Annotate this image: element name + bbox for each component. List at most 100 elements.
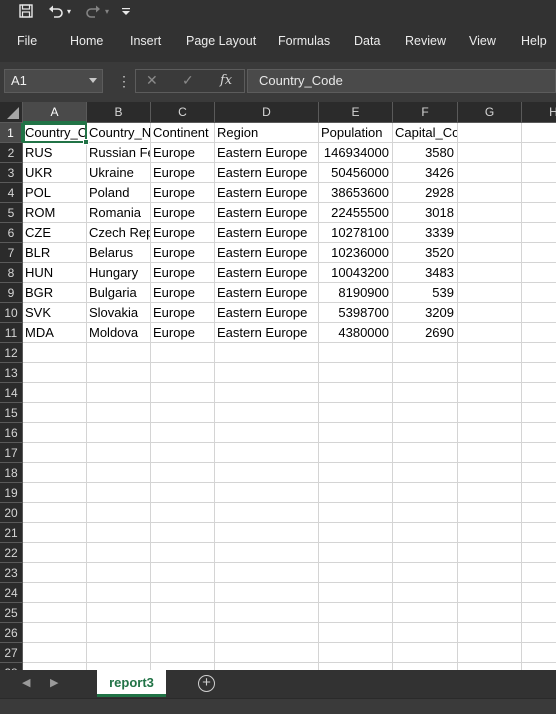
cell-d6[interactable]: Eastern Europe (215, 223, 319, 243)
cell-e21[interactable] (319, 523, 393, 543)
cell-e22[interactable] (319, 543, 393, 563)
row-header-13[interactable]: 13 (0, 363, 23, 383)
cell-g15[interactable] (458, 403, 522, 423)
cell-b23[interactable] (87, 563, 151, 583)
cell-h18[interactable] (522, 463, 556, 483)
cell-h26[interactable] (522, 623, 556, 643)
cell-b5[interactable]: Romania (87, 203, 151, 223)
row-header-9[interactable]: 9 (0, 283, 23, 303)
cell-c12[interactable] (151, 343, 215, 363)
cell-a13[interactable] (23, 363, 87, 383)
cell-c25[interactable] (151, 603, 215, 623)
cell-d7[interactable]: Eastern Europe (215, 243, 319, 263)
cell-f5[interactable]: 3018 (393, 203, 458, 223)
cell-h6[interactable] (522, 223, 556, 243)
cell-b18[interactable] (87, 463, 151, 483)
cell-d22[interactable] (215, 543, 319, 563)
cell-f28[interactable] (393, 663, 458, 670)
cell-f18[interactable] (393, 463, 458, 483)
row-header-11[interactable]: 11 (0, 323, 23, 343)
cell-g23[interactable] (458, 563, 522, 583)
row-header-2[interactable]: 2 (0, 143, 23, 163)
cell-b17[interactable] (87, 443, 151, 463)
cell-f12[interactable] (393, 343, 458, 363)
cell-d15[interactable] (215, 403, 319, 423)
cell-a4[interactable]: POL (23, 183, 87, 203)
cell-c26[interactable] (151, 623, 215, 643)
cell-a22[interactable] (23, 543, 87, 563)
cell-a12[interactable] (23, 343, 87, 363)
cell-h22[interactable] (522, 543, 556, 563)
cell-d1[interactable]: Region (215, 123, 319, 143)
cell-h15[interactable] (522, 403, 556, 423)
cell-g22[interactable] (458, 543, 522, 563)
cell-d9[interactable]: Eastern Europe (215, 283, 319, 303)
cell-g10[interactable] (458, 303, 522, 323)
cell-a20[interactable] (23, 503, 87, 523)
cell-c19[interactable] (151, 483, 215, 503)
cell-b27[interactable] (87, 643, 151, 663)
row-header-1[interactable]: 1 (0, 123, 23, 143)
cell-h2[interactable] (522, 143, 556, 163)
cell-a10[interactable]: SVK (23, 303, 87, 323)
cell-h21[interactable] (522, 523, 556, 543)
row-header-16[interactable]: 16 (0, 423, 23, 443)
cell-a28[interactable] (23, 663, 87, 670)
cell-c9[interactable]: Europe (151, 283, 215, 303)
cell-b25[interactable] (87, 603, 151, 623)
cell-d10[interactable]: Eastern Europe (215, 303, 319, 323)
cell-e26[interactable] (319, 623, 393, 643)
cell-d16[interactable] (215, 423, 319, 443)
row-header-4[interactable]: 4 (0, 183, 23, 203)
cell-g12[interactable] (458, 343, 522, 363)
column-header-e[interactable]: E (319, 102, 393, 123)
row-header-22[interactable]: 22 (0, 543, 23, 563)
row-header-28[interactable]: 28 (0, 663, 23, 670)
cell-g11[interactable] (458, 323, 522, 343)
cell-c17[interactable] (151, 443, 215, 463)
row-header-18[interactable]: 18 (0, 463, 23, 483)
cell-c27[interactable] (151, 643, 215, 663)
row-header-26[interactable]: 26 (0, 623, 23, 643)
cell-d24[interactable] (215, 583, 319, 603)
cell-d2[interactable]: Eastern Europe (215, 143, 319, 163)
cell-d13[interactable] (215, 363, 319, 383)
row-header-25[interactable]: 25 (0, 603, 23, 623)
cell-f26[interactable] (393, 623, 458, 643)
cell-g2[interactable] (458, 143, 522, 163)
cell-h25[interactable] (522, 603, 556, 623)
cell-g9[interactable] (458, 283, 522, 303)
cell-h7[interactable] (522, 243, 556, 263)
row-header-17[interactable]: 17 (0, 443, 23, 463)
cell-d20[interactable] (215, 503, 319, 523)
cell-a17[interactable] (23, 443, 87, 463)
tab-data[interactable]: Data (354, 34, 381, 48)
cell-g20[interactable] (458, 503, 522, 523)
cell-g17[interactable] (458, 443, 522, 463)
cell-g27[interactable] (458, 643, 522, 663)
cell-f17[interactable] (393, 443, 458, 463)
cell-d27[interactable] (215, 643, 319, 663)
insert-function-icon[interactable]: fx (220, 73, 233, 88)
cell-b26[interactable] (87, 623, 151, 643)
cell-e27[interactable] (319, 643, 393, 663)
cell-h8[interactable] (522, 263, 556, 283)
tab-file[interactable]: File (17, 34, 38, 48)
cell-e13[interactable] (319, 363, 393, 383)
cell-a14[interactable] (23, 383, 87, 403)
cell-h20[interactable] (522, 503, 556, 523)
cell-h28[interactable] (522, 663, 556, 670)
cell-d23[interactable] (215, 563, 319, 583)
cell-c6[interactable]: Europe (151, 223, 215, 243)
cell-f14[interactable] (393, 383, 458, 403)
row-header-21[interactable]: 21 (0, 523, 23, 543)
cell-b2[interactable]: Russian Federation (87, 143, 151, 163)
redo-icon[interactable] (84, 0, 102, 22)
cell-b14[interactable] (87, 383, 151, 403)
cell-d17[interactable] (215, 443, 319, 463)
cell-a5[interactable]: ROM (23, 203, 87, 223)
cell-f7[interactable]: 3520 (393, 243, 458, 263)
cell-f4[interactable]: 2928 (393, 183, 458, 203)
cell-g1[interactable] (458, 123, 522, 143)
row-header-27[interactable]: 27 (0, 643, 23, 663)
